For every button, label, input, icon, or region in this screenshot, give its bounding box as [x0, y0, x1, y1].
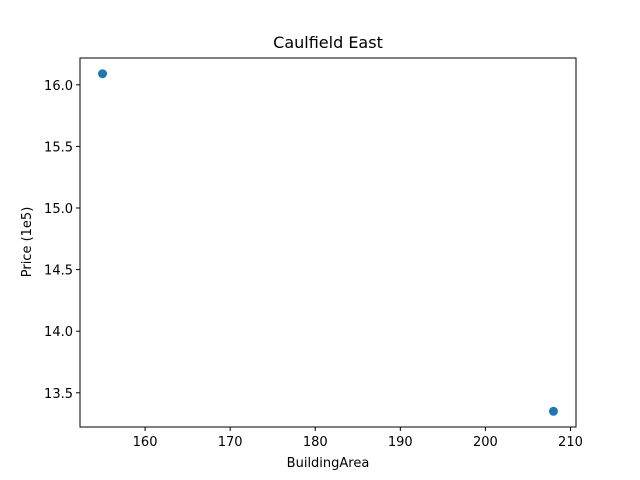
- y-tick-label: 13.5: [44, 387, 73, 402]
- chart-title: Caulfield East: [273, 33, 383, 52]
- data-point: [548, 406, 558, 416]
- y-tick-label: 15.5: [44, 140, 73, 155]
- y-tick-label: 16.0: [44, 79, 73, 94]
- x-tick-label: 200: [473, 435, 498, 450]
- data-point: [98, 69, 108, 79]
- y-axis-ticks: 13.5 14.0 14.5 15.0 15.5 16.0: [44, 79, 80, 402]
- y-tick-label: 14.5: [44, 264, 73, 279]
- x-tick-label: 160: [133, 435, 158, 450]
- y-axis-label: Price (1e5): [20, 207, 35, 278]
- x-tick-label: 210: [558, 435, 583, 450]
- y-tick-label: 14.0: [44, 325, 73, 340]
- x-tick-label: 170: [218, 435, 243, 450]
- data-points: [98, 69, 558, 416]
- plot-frame: [79, 57, 577, 428]
- x-tick-label: 190: [388, 435, 413, 450]
- y-tick-label: 15.0: [44, 202, 73, 217]
- x-axis-label: BuildingArea: [287, 456, 370, 471]
- x-tick-label: 180: [303, 435, 328, 450]
- x-axis-ticks: 160 170 180 190 200 210: [133, 427, 583, 450]
